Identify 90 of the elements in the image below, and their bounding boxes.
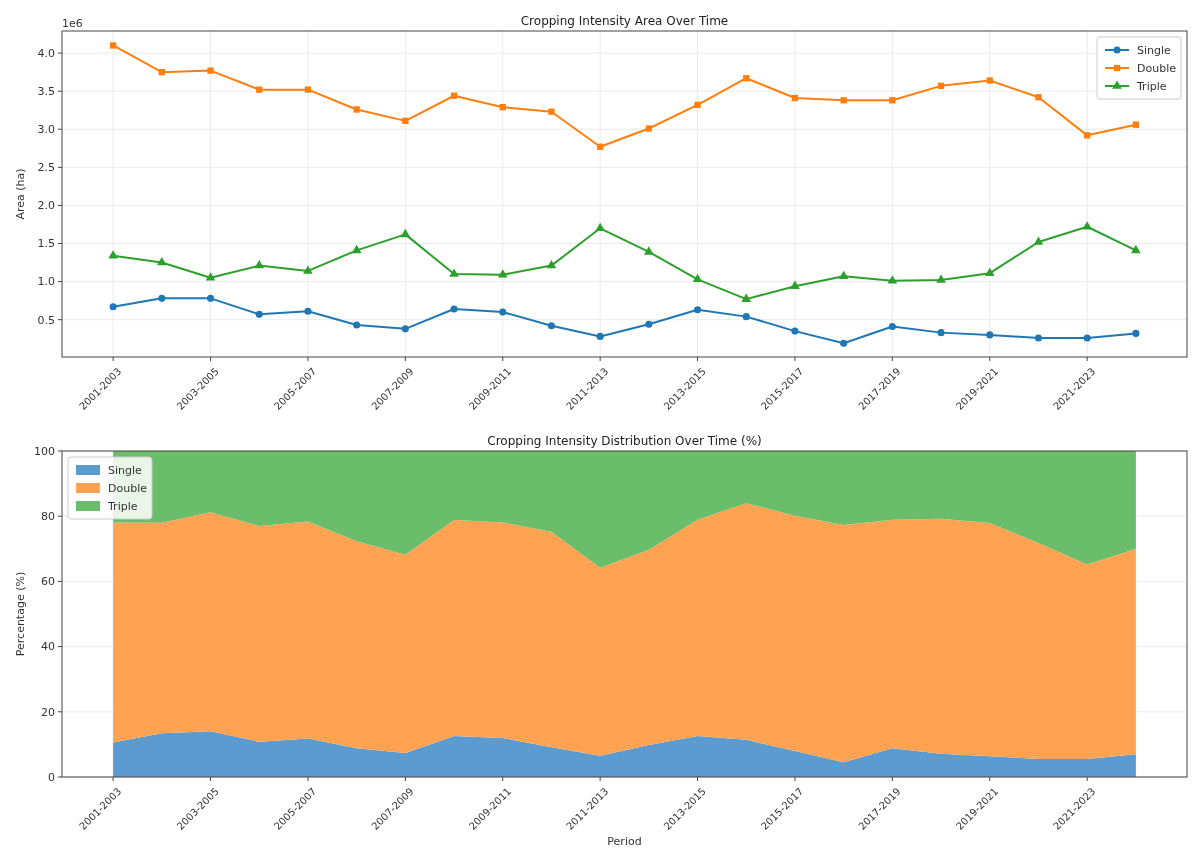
point [109,303,117,311]
y-tick-label: 4.0 [37,46,55,60]
point [450,92,458,99]
point [645,320,653,328]
y-tick-label: 2.5 [37,161,55,175]
point [791,94,799,102]
point [400,228,411,238]
point [936,274,946,283]
point [645,125,653,132]
point [986,331,994,339]
point [205,272,216,281]
y-tick-label: 1.5 [37,237,55,251]
y-tick-label: 1.0 [37,275,55,289]
point [644,246,654,255]
y-tick-label: 2.0 [37,199,55,213]
point [1035,94,1042,101]
y-tick-label: 0.5 [37,313,55,327]
point [353,106,360,113]
point [1034,334,1043,342]
point [1082,221,1092,230]
point [741,293,752,302]
y-tick-label: 100 [34,444,55,458]
point [1084,132,1091,139]
point [109,42,117,49]
point [304,86,312,93]
point [840,339,848,347]
y-tick-label: 80 [41,510,55,524]
point [351,244,362,254]
y-tick-label: 0 [48,770,55,784]
point [694,101,701,109]
point [499,308,507,316]
x-axis-title: Period [607,835,642,848]
y-tick-label: 40 [41,640,55,654]
point [937,329,945,337]
point [499,104,506,111]
point [743,75,750,82]
y-tick-label: 3.0 [37,123,55,137]
point [693,306,702,314]
y-axis-title: Percentage (%) [14,571,27,657]
point [158,68,165,76]
point [353,321,361,329]
point [1132,329,1140,337]
point [207,67,214,74]
y-axis-title: Area (ha) [14,168,27,220]
legend-label: Single [1137,43,1172,57]
point [1131,244,1141,254]
chart-title: Cropping Intensity Area Over Time [520,14,729,28]
point [791,327,799,335]
point [547,322,556,330]
point [1033,236,1044,245]
point [157,257,167,266]
legend-label: Triple [1136,79,1167,93]
y-tick-label: 60 [41,575,55,589]
point [449,268,459,277]
point [497,269,508,278]
point [595,222,605,232]
point [937,82,945,89]
point [256,86,263,93]
point [840,97,847,104]
point [889,97,896,104]
y-tick-label: 3.5 [37,85,55,99]
point [401,325,409,333]
point [546,260,557,269]
point [888,322,896,331]
legend-label: Double [1137,61,1177,75]
point [402,117,409,125]
point [887,275,898,284]
point [254,260,265,269]
point [1132,121,1140,128]
chart-title: Cropping Intensity Distribution Over Time (%) [487,434,762,448]
y-tick-label: 20 [41,705,55,719]
point [692,273,703,283]
text: 1e6 [62,17,83,30]
point [986,77,993,84]
point [1083,334,1091,342]
point [206,294,215,302]
point [742,313,750,321]
point [548,108,555,115]
point [304,307,312,315]
point [596,332,604,340]
point [158,294,166,302]
point [596,143,604,150]
legend-label: Single [108,463,143,477]
point [790,280,800,289]
point [255,310,263,318]
legend-label: Double [108,481,148,495]
point [303,265,313,274]
point [838,270,849,280]
point [450,305,458,313]
point [984,267,995,276]
